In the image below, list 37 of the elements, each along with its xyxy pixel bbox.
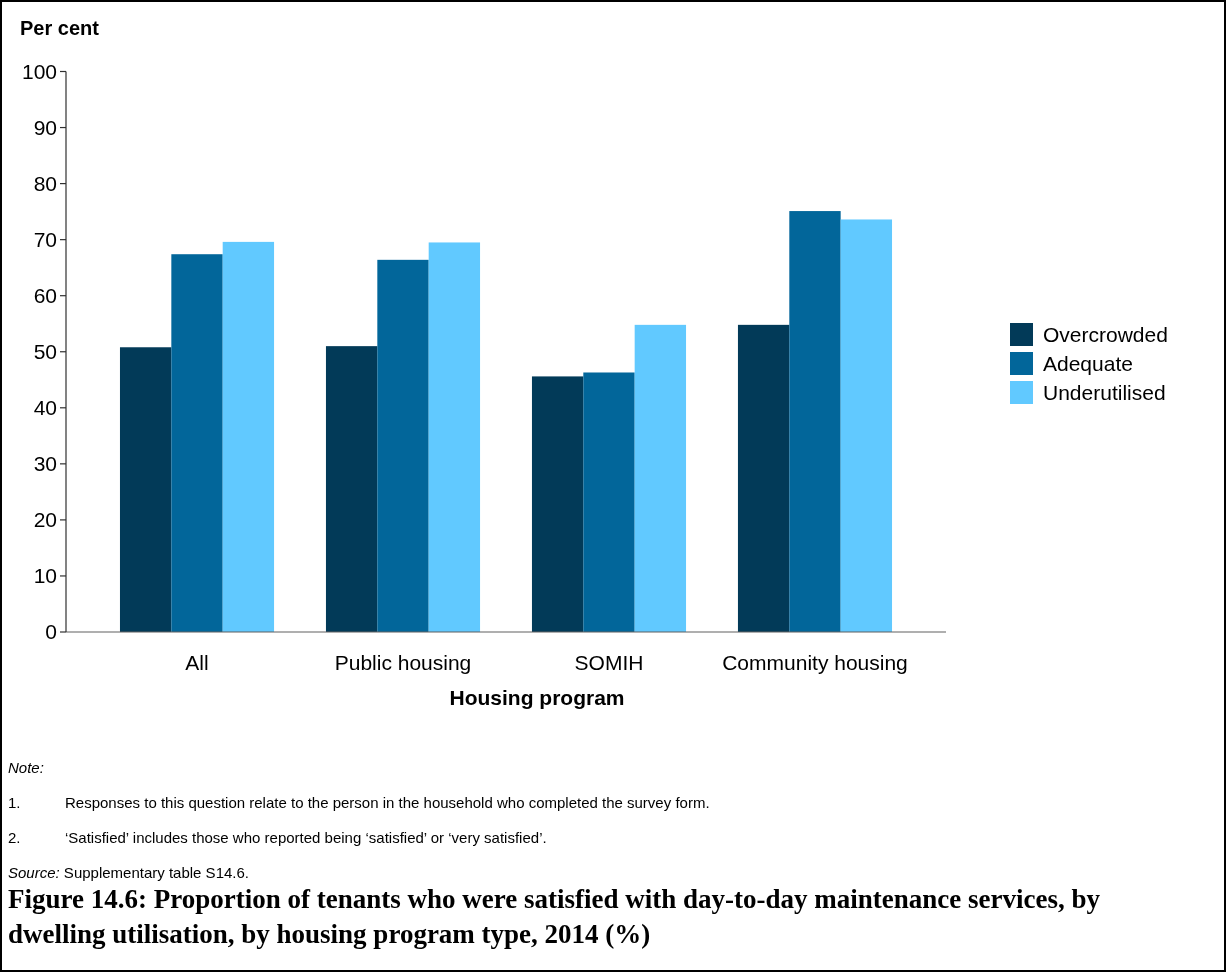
text: 2. ‘Satisfied’ includes those who reported being ‘satisfied’ or ‘very satisfied’. (8, 829, 547, 847)
legend-label: Underutilised (1043, 381, 1166, 405)
y-tick-label: 40 (33, 396, 57, 420)
text: Figure 14.6: Proportion of tenants who were satisfied with day-to-day maintenance services, by dwelling utilisation, by housing program type, 2014 (%) (8, 884, 1101, 950)
x-tick-label: All (185, 651, 209, 675)
y-tick-label: 90 (33, 115, 57, 139)
bar (840, 219, 893, 632)
y-tick-label: 10 (33, 564, 57, 588)
bar (222, 241, 275, 632)
bar (634, 324, 687, 632)
x-tick-label: Community housing (722, 651, 908, 675)
text: Note: (8, 759, 44, 777)
x-tick-label: Public housing (334, 651, 472, 675)
legend-label: Adequate (1043, 352, 1133, 376)
y-tick-label: 30 (33, 452, 57, 476)
y-tick-label: 0 (45, 620, 57, 644)
bar (119, 347, 172, 632)
bar (428, 242, 481, 632)
source-note: Source: Supplementary table S14.6. (8, 864, 249, 882)
bar (583, 372, 635, 632)
y-tick-label: 100 (21, 59, 57, 83)
bar (171, 254, 223, 632)
y-tick-label: 80 (33, 171, 57, 195)
x-axis-title: Housing program (449, 686, 625, 710)
y-axis-title: Per cent (20, 17, 100, 39)
bar (377, 259, 429, 632)
y-tick-label: 60 (33, 284, 57, 308)
legend-label: Overcrowded (1043, 323, 1168, 347)
bar (789, 211, 841, 632)
y-tick-label: 70 (33, 228, 57, 251)
bar (325, 346, 378, 632)
bar (531, 376, 584, 632)
y-tick-label: 50 (33, 340, 57, 364)
text: 1. Responses to this question relate to the person in the household who completed the survey form. (8, 794, 710, 812)
y-tick-label: 20 (33, 508, 57, 532)
bar (737, 324, 790, 632)
x-tick-label: SOMIH (574, 651, 644, 675)
